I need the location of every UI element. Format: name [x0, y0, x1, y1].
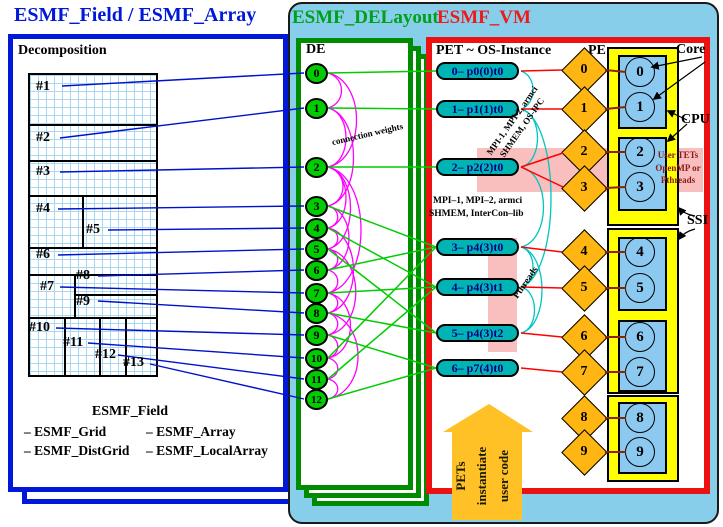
- de-node: 12: [305, 389, 328, 410]
- de-node: 7: [305, 283, 328, 304]
- region-label: #2: [36, 130, 50, 145]
- de-node: 0: [305, 63, 328, 84]
- core-node: 5: [625, 273, 655, 303]
- user-tets-note: User TETs OpenMP or Pthreads: [651, 149, 705, 187]
- pe-number: 3: [580, 180, 588, 195]
- pe-diamond: 4: [561, 229, 608, 276]
- grid-divider: [82, 195, 84, 249]
- grid-divider: [30, 160, 156, 162]
- pe-number: 1: [580, 101, 588, 116]
- pet-header: PET ~ OS-Instance: [436, 43, 552, 58]
- pe-number: 5: [580, 280, 588, 295]
- grid-divider: [74, 274, 76, 319]
- legend-title: ESMF_Field: [91, 404, 169, 419]
- core-node: 7: [625, 357, 655, 387]
- de-node: 4: [305, 218, 328, 239]
- region-label: #5: [86, 222, 100, 237]
- grid-divider: [99, 317, 101, 375]
- legend-item: – ESMF_Grid: [24, 424, 107, 439]
- pet-item: 5– p4(3)t2: [436, 324, 519, 342]
- de-node: 9: [305, 325, 328, 346]
- ssi-label: SSI: [687, 213, 709, 228]
- de-node: 6: [305, 260, 328, 281]
- pet-item: 0– p0(0)t0: [436, 62, 519, 80]
- pets-arrow-text: PETs instantiate user code: [450, 432, 524, 520]
- region-label: #1: [36, 79, 50, 94]
- de-node: 11: [305, 369, 328, 390]
- user-tets-line: Pthreads: [660, 175, 696, 185]
- pe-diamond: 1: [561, 86, 608, 133]
- grid-divider: [64, 317, 66, 375]
- legend-item: – ESMF_LocalArray: [146, 443, 268, 458]
- pe-number: 0: [580, 62, 588, 77]
- user-tets-line: OpenMP or: [655, 162, 701, 173]
- region-label: #6: [36, 247, 50, 262]
- region-label: #10: [29, 320, 50, 335]
- arrow-line: user code: [495, 449, 511, 503]
- de-node: 10: [305, 348, 328, 369]
- de-node: 5: [305, 239, 328, 260]
- region-label: #11: [63, 335, 84, 350]
- pe-number: 6: [580, 329, 588, 344]
- de-node: 8: [305, 303, 328, 324]
- arrow-line: PETs: [453, 461, 468, 491]
- pe-diamond: 7: [561, 349, 608, 396]
- grid-divider: [30, 274, 156, 276]
- pe-diamond: 6: [561, 314, 608, 361]
- legend-item: – ESMF_Array: [146, 424, 236, 439]
- pe-diamond: 2: [561, 129, 608, 176]
- user-tets-line: User TETs: [657, 150, 699, 160]
- de-node: 3: [305, 196, 328, 217]
- de-node: 2: [305, 157, 328, 178]
- field-array-title: ESMF_Field / ESMF_Array: [14, 4, 257, 26]
- core-node: 6: [625, 322, 655, 352]
- region-label: #12: [95, 347, 116, 362]
- region-label: #4: [36, 201, 50, 216]
- pet-item: 1– p1(1)t0: [436, 100, 519, 118]
- core-node: 1: [625, 92, 655, 122]
- comm-protocols-line1: MPI–1, MPI–2, armci: [433, 196, 523, 206]
- grid-divider: [30, 317, 156, 319]
- grid-divider: [30, 195, 156, 197]
- vm-title: ESMF_VM: [437, 7, 531, 28]
- core-label: Core: [676, 42, 706, 57]
- decomposition-label: Decomposition: [18, 43, 107, 58]
- region-label: #9: [76, 294, 90, 309]
- pe-diamond: 0: [561, 47, 608, 94]
- pe-diamond: 3: [561, 165, 608, 212]
- pet-item: 6– p7(4)t0: [436, 359, 519, 377]
- pe-diamond: 8: [561, 395, 608, 442]
- pe-number: 2: [580, 144, 588, 159]
- cpu-label: CPU: [681, 112, 710, 127]
- arrow-line: instantiate: [474, 446, 490, 506]
- pet-item: 3– p4(3)t0: [436, 238, 519, 256]
- core-node: 8: [625, 403, 655, 433]
- region-label: #7: [40, 279, 54, 294]
- grid-divider: [74, 294, 156, 296]
- region-label: #13: [123, 355, 144, 370]
- core-node: 0: [625, 57, 655, 87]
- de-node: 1: [305, 98, 328, 119]
- legend-item: – ESMF_DistGrid: [24, 443, 130, 458]
- pe-number: 4: [580, 244, 588, 259]
- de-header: DE: [306, 42, 326, 57]
- pe-number: 8: [580, 410, 588, 425]
- region-label: #3: [36, 164, 50, 179]
- comm-protocols-line2: SHMEM, InterCon–lib: [429, 209, 524, 219]
- core-node: 4: [625, 237, 655, 267]
- pet-item: 4– p4(3)t1: [436, 278, 519, 296]
- grid-divider: [30, 247, 156, 249]
- delayout-title: ESMF_DELayout: [292, 7, 439, 28]
- pe-diamond: 5: [561, 265, 608, 312]
- core-node: 9: [625, 437, 655, 467]
- region-label: #8: [76, 268, 90, 283]
- pe-number: 9: [580, 444, 588, 459]
- pe-number: 7: [580, 364, 588, 379]
- pet-item: 2– p2(2)t0: [436, 158, 519, 176]
- grid-divider: [30, 124, 156, 126]
- pe-diamond: 9: [561, 429, 608, 476]
